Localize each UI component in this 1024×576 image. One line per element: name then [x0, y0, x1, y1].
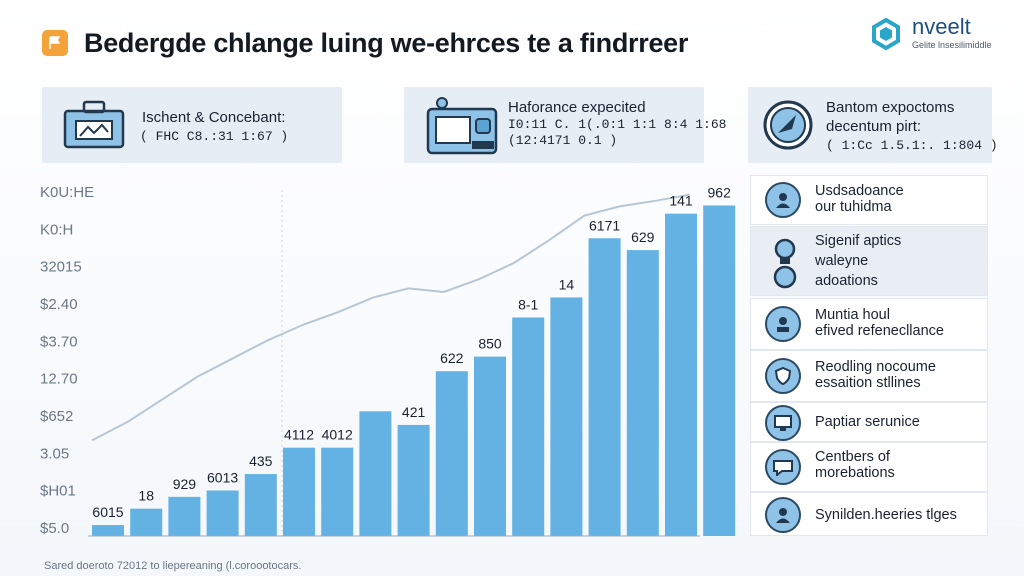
sidebar-item-label: Paptiar serunice: [815, 414, 920, 430]
sidebar-item-1[interactable]: Usdsadoance our tuhidma: [750, 175, 988, 225]
sidebar-item-label: Muntia houl efived refenecllance: [815, 307, 944, 339]
y-tick-label: $3.70: [40, 333, 78, 350]
bar-data-label: 962: [708, 184, 732, 200]
sidebar-item-7[interactable]: Synilden.heeries tlges: [750, 492, 988, 536]
bar: [283, 447, 315, 536]
person-icon: [765, 182, 801, 218]
bar: [703, 205, 736, 536]
sidebar-item-label: Synilden.heeries tlges: [815, 507, 957, 523]
kpi-card-3-title: Bantom expoctoms: [826, 99, 955, 116]
y-tick-label: 12.70: [40, 371, 78, 388]
y-tick-label: $5.0: [40, 520, 69, 537]
bar: [359, 411, 392, 536]
bar-data-label: 6013: [207, 469, 238, 485]
bar-data-label: 850: [478, 336, 502, 352]
bar: [474, 356, 506, 536]
sidebar-item-2[interactable]: Sigenif aptics waleyne adoations: [750, 226, 988, 296]
kpi-card-1-title: Ischent & Concebant:: [142, 109, 286, 126]
bar-data-label: 435: [249, 453, 273, 469]
y-tick-label: $2.40: [40, 296, 78, 313]
y-tick-label: $652: [40, 408, 73, 425]
printer-icon: [426, 97, 498, 155]
sidebar-item-4[interactable]: Reodling nocoume essaition stllines: [750, 350, 988, 402]
kpi-card-2-title: Haforance expecited: [508, 99, 646, 116]
bar-data-label: 8-1: [518, 296, 538, 312]
y-tick-label: 32015: [40, 259, 82, 276]
bar-data-label: 929: [173, 476, 197, 492]
sidebar-item-label: Sigenif aptics waleyne adoations: [815, 233, 902, 289]
sidebar-item-label: Reodling nocoume essaition stllines: [815, 359, 936, 391]
bar-data-label: 4012: [322, 427, 353, 443]
sidebar-item-3[interactable]: Muntia houl efived refenecllance: [750, 298, 988, 350]
shield-icon: [765, 358, 801, 394]
sidebar-item-label: Usdsadoance our tuhidma: [815, 183, 904, 215]
bar: [665, 213, 697, 536]
bar-chart: $5.0 $H01 3.05 $652 12.70 $3.70 $2.40 32015 K0:H…: [0, 170, 740, 560]
y-tick-label: K0:H: [40, 221, 73, 238]
bar-data-label: 141: [669, 193, 693, 209]
y-tick-label: K0U:HE: [40, 184, 94, 201]
bar-data-label: 14: [559, 276, 575, 292]
sidebar-item-6[interactable]: Centbers of morebations: [750, 442, 988, 492]
y-tick-label: 3.05: [40, 445, 69, 462]
bar-data-label: 4112: [284, 427, 314, 443]
bar: [130, 508, 163, 536]
bar: [397, 424, 430, 536]
brand: nveelt Gelite lnsesilimiddle: [870, 14, 1010, 54]
bar-data-label: 6171: [589, 217, 620, 233]
kpi-card-2: Haforance expecited I0:11 C. 1(.0:1 1:1 …: [404, 87, 726, 163]
kpi-card-3-title-2: decentum pirt:: [826, 118, 922, 135]
y-tick-label: $H01: [40, 483, 76, 500]
bar-data-label: 622: [440, 350, 464, 366]
brand-subtitle: Gelite lnsesilimiddle: [912, 40, 992, 50]
bar: [92, 525, 124, 536]
kpi-card-1-value: ( FHC C8.:31 1:67 ): [140, 129, 289, 144]
bar: [550, 297, 583, 536]
sidebar-item-label: Centbers of morebations: [815, 449, 895, 481]
bar-data-label: 6015: [92, 504, 123, 520]
trend-line: [91, 193, 691, 442]
bar-data-label: 18: [138, 488, 154, 504]
sidebar-item-5[interactable]: Paptiar serunice: [750, 402, 988, 442]
bar: [588, 238, 621, 536]
monitor-icon: [765, 405, 801, 441]
briefcase-icon: [63, 100, 125, 149]
user-icon: [765, 306, 801, 342]
bar: [321, 447, 354, 536]
kpi-card-1: Ischent & Concebant: ( FHC C8.:31 1:67 ): [42, 87, 342, 163]
bar-data-label: 421: [402, 404, 426, 420]
bar: [206, 490, 239, 536]
chat-icon: [765, 449, 801, 485]
page-title: Bedergde chlange luing we-ehrces te a fi…: [84, 28, 689, 58]
chart-svg: $5.0 $H01 3.05 $652 12.70 $3.70 $2.40 32015 K0:H…: [40, 184, 736, 537]
bar: [244, 474, 277, 536]
bar: [626, 250, 659, 536]
brand-name: nveelt: [912, 14, 971, 39]
bar-data-label: 629: [631, 229, 655, 245]
hexagon-logo-icon: [872, 18, 900, 50]
kpi-card-3-value: ( 1:Cc 1.5.1:. 1:804 ): [826, 138, 998, 153]
kpi-card-3: Bantom expoctoms decentum pirt: ( 1:Cc 1…: [748, 87, 998, 163]
footer-note: Sared doeroto 72012 to liepereaning (l.c…: [44, 560, 302, 572]
person-icon: [765, 497, 801, 533]
bar: [512, 317, 545, 536]
bar: [435, 371, 468, 536]
kpi-card-2-value: I0:11 C. 1(.0:1 1:1 8:4 1:68 (12:4171 0.…: [508, 117, 727, 148]
bar: [168, 496, 201, 536]
compass-icon: [763, 100, 813, 150]
lightbulb-icon: [771, 235, 799, 289]
flag-icon: [42, 30, 68, 56]
